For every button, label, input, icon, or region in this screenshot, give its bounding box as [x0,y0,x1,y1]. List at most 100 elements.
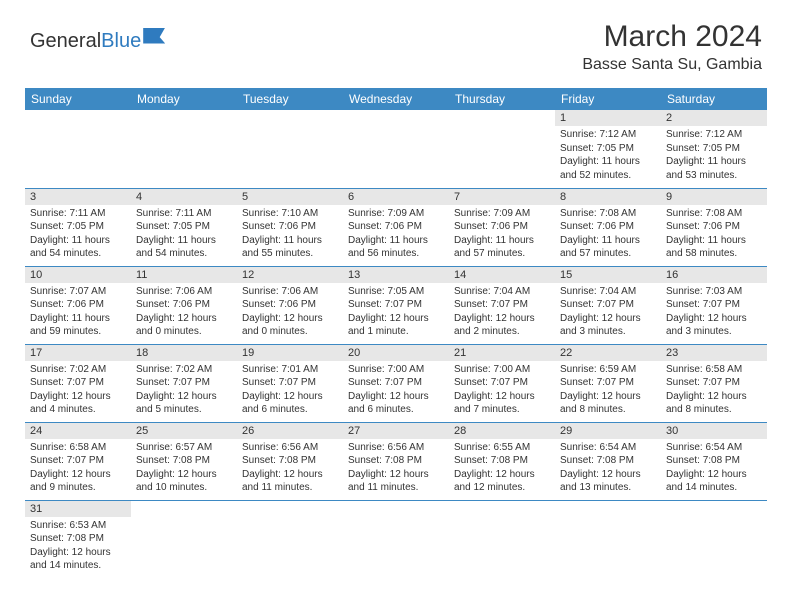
day-number: 29 [555,423,661,439]
weekday-header: Friday [555,88,661,110]
day-body: Sunrise: 6:56 AMSunset: 7:08 PMDaylight:… [237,439,343,499]
calendar-row: 3Sunrise: 7:11 AMSunset: 7:05 PMDaylight… [25,188,767,266]
day-number: 14 [449,267,555,283]
sunset-text: Sunset: 7:08 PM [560,454,656,468]
brand-text: GeneralBlue [30,30,141,53]
calendar-row: 1Sunrise: 7:12 AMSunset: 7:05 PMDaylight… [25,110,767,188]
brand-part1: General [30,30,101,52]
sunset-text: Sunset: 7:08 PM [454,454,550,468]
day-body: Sunrise: 6:54 AMSunset: 7:08 PMDaylight:… [555,439,661,499]
sunset-text: Sunset: 7:08 PM [242,454,338,468]
calendar-cell: 25Sunrise: 6:57 AMSunset: 7:08 PMDayligh… [131,422,237,500]
sunrise-text: Sunrise: 6:54 AM [560,441,656,455]
daylight-text: Daylight: 11 hours and 55 minutes. [242,234,338,261]
day-number: 3 [25,189,131,205]
calendar-cell: 9Sunrise: 7:08 AMSunset: 7:06 PMDaylight… [661,188,767,266]
calendar-cell [237,110,343,188]
page-header: GeneralBlue March 2024 Basse Santa Su, G… [0,0,792,82]
day-body: Sunrise: 7:04 AMSunset: 7:07 PMDaylight:… [555,283,661,343]
day-body: Sunrise: 7:06 AMSunset: 7:06 PMDaylight:… [237,283,343,343]
sunset-text: Sunset: 7:07 PM [454,376,550,390]
daylight-text: Daylight: 12 hours and 3 minutes. [560,312,656,339]
day-number: 23 [661,345,767,361]
day-body: Sunrise: 7:09 AMSunset: 7:06 PMDaylight:… [449,205,555,265]
day-number: 6 [343,189,449,205]
daylight-text: Daylight: 12 hours and 7 minutes. [454,390,550,417]
day-body: Sunrise: 6:53 AMSunset: 7:08 PMDaylight:… [25,517,131,577]
day-body: Sunrise: 7:12 AMSunset: 7:05 PMDaylight:… [661,126,767,186]
sunset-text: Sunset: 7:06 PM [242,220,338,234]
calendar-cell: 6Sunrise: 7:09 AMSunset: 7:06 PMDaylight… [343,188,449,266]
sunrise-text: Sunrise: 7:04 AM [454,285,550,299]
calendar-cell: 5Sunrise: 7:10 AMSunset: 7:06 PMDaylight… [237,188,343,266]
calendar-cell: 17Sunrise: 7:02 AMSunset: 7:07 PMDayligh… [25,344,131,422]
sunrise-text: Sunrise: 7:12 AM [666,128,762,142]
sunrise-text: Sunrise: 6:58 AM [666,363,762,377]
daylight-text: Daylight: 12 hours and 8 minutes. [666,390,762,417]
daylight-text: Daylight: 12 hours and 13 minutes. [560,468,656,495]
sunrise-text: Sunrise: 6:53 AM [30,519,126,533]
day-number: 1 [555,110,661,126]
calendar-cell: 15Sunrise: 7:04 AMSunset: 7:07 PMDayligh… [555,266,661,344]
day-number: 25 [131,423,237,439]
sunrise-text: Sunrise: 7:06 AM [242,285,338,299]
day-number: 5 [237,189,343,205]
calendar-cell: 19Sunrise: 7:01 AMSunset: 7:07 PMDayligh… [237,344,343,422]
sunset-text: Sunset: 7:07 PM [30,376,126,390]
sunrise-text: Sunrise: 7:04 AM [560,285,656,299]
calendar-cell: 4Sunrise: 7:11 AMSunset: 7:05 PMDaylight… [131,188,237,266]
day-number: 22 [555,345,661,361]
daylight-text: Daylight: 12 hours and 11 minutes. [242,468,338,495]
sunrise-text: Sunrise: 6:59 AM [560,363,656,377]
day-number: 11 [131,267,237,283]
daylight-text: Daylight: 11 hours and 54 minutes. [136,234,232,261]
sunset-text: Sunset: 7:06 PM [560,220,656,234]
daylight-text: Daylight: 12 hours and 14 minutes. [666,468,762,495]
calendar-cell: 26Sunrise: 6:56 AMSunset: 7:08 PMDayligh… [237,422,343,500]
calendar-cell: 20Sunrise: 7:00 AMSunset: 7:07 PMDayligh… [343,344,449,422]
sunset-text: Sunset: 7:07 PM [348,376,444,390]
calendar-row: 24Sunrise: 6:58 AMSunset: 7:07 PMDayligh… [25,422,767,500]
sunset-text: Sunset: 7:05 PM [560,142,656,156]
calendar-cell [343,500,449,578]
day-number: 26 [237,423,343,439]
day-body: Sunrise: 7:04 AMSunset: 7:07 PMDaylight:… [449,283,555,343]
calendar-cell [131,110,237,188]
sunset-text: Sunset: 7:06 PM [242,298,338,312]
day-body: Sunrise: 7:10 AMSunset: 7:06 PMDaylight:… [237,205,343,265]
calendar-cell: 13Sunrise: 7:05 AMSunset: 7:07 PMDayligh… [343,266,449,344]
sunset-text: Sunset: 7:07 PM [560,298,656,312]
location-text: Basse Santa Su, Gambia [582,56,762,74]
day-body: Sunrise: 7:11 AMSunset: 7:05 PMDaylight:… [25,205,131,265]
daylight-text: Daylight: 11 hours and 54 minutes. [30,234,126,261]
weekday-header: Monday [131,88,237,110]
sunrise-text: Sunrise: 7:11 AM [30,207,126,221]
sunrise-text: Sunrise: 6:56 AM [242,441,338,455]
day-body: Sunrise: 7:09 AMSunset: 7:06 PMDaylight:… [343,205,449,265]
day-number: 28 [449,423,555,439]
daylight-text: Daylight: 12 hours and 6 minutes. [242,390,338,417]
calendar-cell: 7Sunrise: 7:09 AMSunset: 7:06 PMDaylight… [449,188,555,266]
sunset-text: Sunset: 7:07 PM [348,298,444,312]
sunrise-text: Sunrise: 7:08 AM [666,207,762,221]
calendar-cell [25,110,131,188]
day-body: Sunrise: 7:11 AMSunset: 7:05 PMDaylight:… [131,205,237,265]
day-body: Sunrise: 7:08 AMSunset: 7:06 PMDaylight:… [555,205,661,265]
sunset-text: Sunset: 7:05 PM [30,220,126,234]
sunset-text: Sunset: 7:08 PM [666,454,762,468]
day-number: 31 [25,501,131,517]
day-number: 4 [131,189,237,205]
calendar-cell: 12Sunrise: 7:06 AMSunset: 7:06 PMDayligh… [237,266,343,344]
sunset-text: Sunset: 7:07 PM [454,298,550,312]
daylight-text: Daylight: 11 hours and 57 minutes. [560,234,656,261]
calendar-cell: 16Sunrise: 7:03 AMSunset: 7:07 PMDayligh… [661,266,767,344]
day-number: 9 [661,189,767,205]
daylight-text: Daylight: 12 hours and 0 minutes. [242,312,338,339]
calendar-cell: 30Sunrise: 6:54 AMSunset: 7:08 PMDayligh… [661,422,767,500]
sunrise-text: Sunrise: 7:00 AM [454,363,550,377]
calendar-cell: 28Sunrise: 6:55 AMSunset: 7:08 PMDayligh… [449,422,555,500]
calendar-cell: 1Sunrise: 7:12 AMSunset: 7:05 PMDaylight… [555,110,661,188]
sunset-text: Sunset: 7:05 PM [136,220,232,234]
brand-logo: GeneralBlue [30,30,165,53]
weekday-header: Tuesday [237,88,343,110]
